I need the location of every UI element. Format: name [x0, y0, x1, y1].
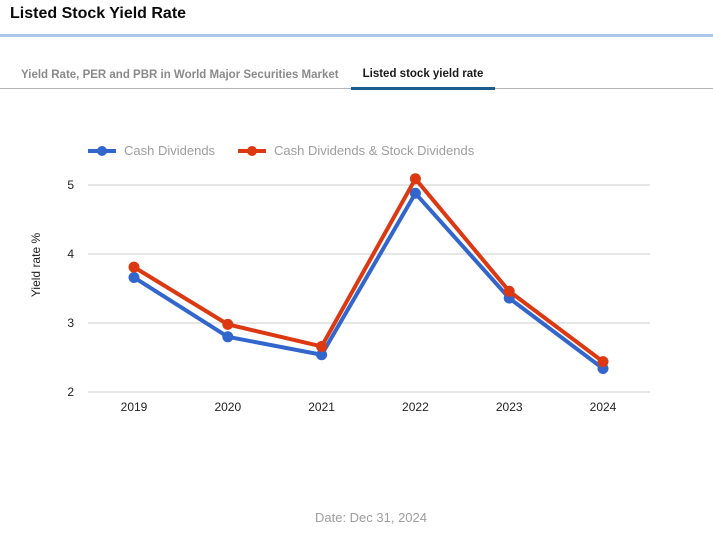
y-tick-label: 4	[67, 247, 74, 261]
data-point[interactable]	[409, 173, 421, 185]
data-point[interactable]	[128, 261, 140, 273]
y-tick-label: 2	[67, 385, 74, 399]
y-tick-label: 5	[67, 178, 74, 192]
x-tick-label: 2021	[308, 400, 335, 414]
x-tick-label: 2024	[590, 400, 617, 414]
y-axis-title: Yield rate %	[29, 232, 43, 298]
x-tick-label: 2020	[214, 400, 241, 414]
tab-bar: Yield Rate, PER and PBR in World Major S…	[0, 59, 713, 90]
x-tick-label: 2019	[121, 400, 148, 414]
legend-marker-icon	[88, 145, 116, 156]
data-point[interactable]	[128, 271, 140, 283]
page-title: Listed Stock Yield Rate	[10, 5, 187, 22]
tab-world-major-securities-market[interactable]: Yield Rate, PER and PBR in World Major S…	[21, 69, 339, 81]
data-point[interactable]	[503, 285, 515, 297]
legend-item: Cash Dividends	[88, 143, 215, 158]
legend-marker-icon	[238, 145, 267, 156]
data-point[interactable]	[597, 356, 609, 368]
x-tick-label: 2022	[402, 400, 429, 414]
tab-listed-stock-yield-rate[interactable]: Listed stock yield rate	[350, 61, 496, 90]
data-point[interactable]	[316, 340, 328, 352]
top-divider	[0, 34, 713, 37]
data-point[interactable]	[597, 363, 609, 375]
x-tick-label: 2023	[496, 400, 523, 414]
series-line	[132, 191, 605, 371]
series-line	[132, 176, 605, 364]
y-tick-label: 3	[67, 316, 74, 330]
data-point[interactable]	[409, 187, 421, 199]
data-point[interactable]	[503, 292, 515, 304]
data-point[interactable]	[222, 331, 234, 343]
legend-label: Cash Dividends	[124, 143, 216, 158]
legend-label: Cash Dividends & Stock Dividends	[274, 143, 475, 158]
chart-legend: Cash Dividends Cash Dividends & Stock Div…	[88, 143, 474, 158]
chart-date-note: Date: Dec 31, 2024	[314, 510, 428, 525]
legend-item: Cash Dividends & Stock Dividends	[238, 143, 474, 158]
data-point[interactable]	[222, 318, 234, 330]
data-point[interactable]	[316, 349, 328, 361]
